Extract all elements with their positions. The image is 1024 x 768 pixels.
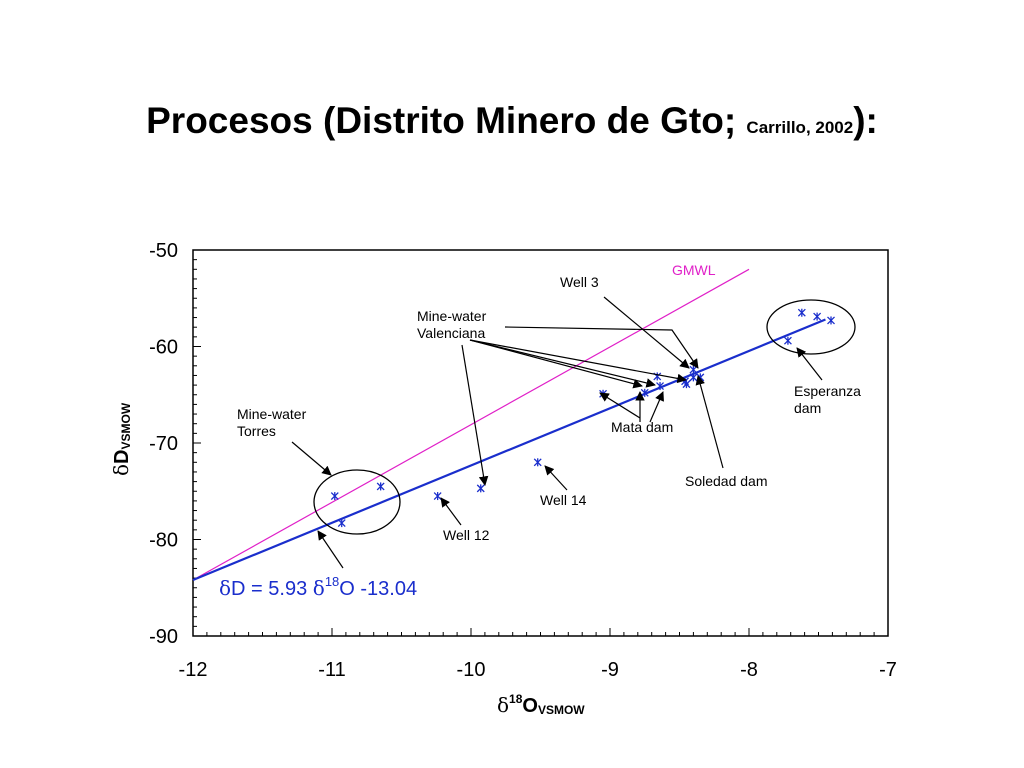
title-citation: Carrillo, 2002	[746, 118, 854, 137]
annotation-arrow	[599, 392, 641, 419]
torres-group-ellipse	[313, 469, 401, 535]
annotation-line: GMWL	[672, 262, 716, 278]
annotation-arrow	[469, 339, 687, 384]
label-well-14: Well 14	[540, 492, 587, 508]
x-tick-label: -7	[879, 659, 897, 681]
data-point	[797, 308, 806, 317]
x-label-sub: VSMOW	[538, 703, 585, 717]
title-end: ):	[853, 100, 878, 141]
equation-part2: O -13.04	[339, 578, 417, 600]
annotation-line: Valenciana	[417, 325, 485, 341]
data-point	[681, 377, 690, 386]
data-point	[689, 373, 698, 382]
title-main: Procesos (Distrito Minero de Gto;	[146, 100, 747, 141]
annotation-line: dam	[794, 400, 821, 416]
annotation-arrow	[695, 375, 724, 469]
data-point	[783, 336, 792, 345]
label-mine-water-torres: Mine-water Torres	[237, 406, 307, 439]
slide-title: Procesos (Distrito Minero de Gto; Carril…	[0, 100, 1024, 142]
equation-delta: δ	[219, 576, 231, 600]
data-point	[689, 365, 698, 374]
data-point	[656, 382, 664, 391]
annotation-line: Mata dam	[611, 419, 673, 435]
x-label-sup: 18	[509, 692, 523, 706]
equation-sup: 18	[325, 574, 339, 589]
data-point	[376, 482, 385, 491]
series-layer	[192, 268, 835, 582]
label-esperanza-dam: Esperanza dam	[794, 383, 861, 416]
annotation-line: Well 12	[443, 527, 490, 543]
data-point	[813, 312, 822, 321]
y-label-sub: VSMOW	[119, 402, 133, 449]
annotation-arrow	[796, 347, 823, 381]
annotation-line: Torres	[237, 423, 276, 439]
x-axis-label: δ18OVSMOW	[497, 692, 585, 717]
data-point	[433, 492, 442, 501]
annotation-arrow	[461, 344, 489, 486]
annotation-line: Esperanza	[794, 383, 861, 399]
annotation-arrow	[440, 497, 462, 526]
annotation-arrow	[603, 296, 690, 369]
annotation-line: Mine-water	[237, 406, 307, 422]
annotation-arrow	[469, 339, 656, 388]
regression-equation: δD = 5.93 δ18O -13.04	[219, 574, 417, 600]
label-mata-dam: Mata dam	[611, 419, 673, 435]
x-tick-label: -10	[457, 659, 486, 681]
annotation-line: Well 14	[540, 492, 587, 508]
data-point	[330, 492, 339, 501]
label-mine-water-valenciana: Mine-water Valenciana	[417, 308, 487, 341]
x-label-main: O	[522, 695, 538, 717]
annotation-line: Mine-water	[417, 308, 487, 324]
data-point	[337, 519, 346, 528]
data-point	[476, 484, 485, 493]
x-tick-label: -8	[740, 659, 758, 681]
y-tick-label: -50	[149, 240, 178, 262]
annotation-arrow	[317, 530, 344, 569]
annotation-arrow	[504, 326, 699, 369]
annotation-line: Soledad dam	[685, 473, 768, 489]
y-tick-label: -90	[149, 626, 178, 648]
x-tick-label: -12	[179, 659, 208, 681]
x-tick-label: -11	[318, 659, 345, 681]
y-tick-label: -80	[149, 530, 178, 552]
data-point	[682, 380, 691, 389]
x-label-delta: δ	[497, 693, 509, 717]
y-axis-label: δDVSMOW	[109, 402, 133, 476]
gmwl-line	[192, 268, 750, 581]
label-gmwl: GMWL	[672, 262, 716, 278]
regression-line	[192, 318, 826, 582]
y-tick-label: -60	[149, 337, 178, 359]
y-label-delta: δ	[109, 464, 133, 476]
annotation-arrow	[291, 441, 332, 476]
y-tick-label: -70	[149, 433, 178, 455]
axes-layer: -12 -11 -10 -9 -8 -7-50-60-70-80-90δ18OVSMOWδ…	[109, 240, 897, 717]
label-well-3: Well 3	[560, 274, 599, 290]
annotation-arrow	[469, 339, 643, 389]
label-soledad-dam: Soledad dam	[685, 473, 768, 489]
data-point	[827, 316, 835, 325]
equation-delta2: δ	[313, 576, 325, 600]
x-tick-label: -9	[601, 659, 619, 681]
data-point	[533, 458, 542, 467]
esperanza-group-ellipse	[766, 299, 856, 355]
label-well-12: Well 12	[443, 527, 490, 543]
y-label-main: D	[111, 450, 133, 464]
annotation-line: Well 3	[560, 274, 599, 290]
annotation-arrow	[649, 391, 664, 423]
equation-part1: D = 5.93	[231, 578, 313, 600]
annotation-arrow	[544, 465, 568, 491]
